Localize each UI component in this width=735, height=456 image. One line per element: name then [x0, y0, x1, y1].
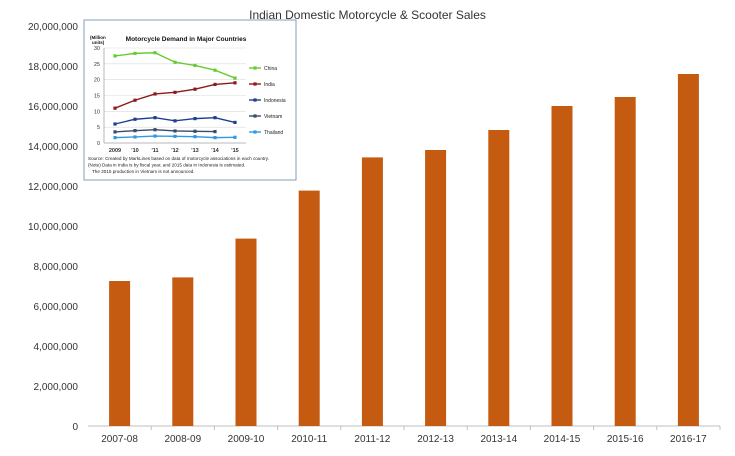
inset-y-tick-label: 5: [97, 125, 100, 131]
inset-ylabel: (Million: [90, 35, 106, 40]
y-tick-label: 4,000,000: [34, 342, 79, 353]
inset-y-tick-label: 20: [94, 78, 100, 84]
inset-marker: [193, 117, 197, 121]
inset-marker: [193, 135, 197, 139]
inset-series-line: [114, 128, 216, 133]
inset-y-tick-label: 30: [94, 46, 100, 52]
inset-marker: [193, 63, 197, 68]
bar: [425, 150, 447, 426]
y-tick-label: 8,000,000: [34, 262, 79, 273]
y-tick-label: 12,000,000: [28, 182, 78, 193]
y-tick-label: 14,000,000: [28, 142, 78, 153]
inset-marker: [113, 54, 117, 58]
inset-marker: [153, 92, 157, 96]
inset-title: Motorcycle Demand in Major Countries: [126, 36, 247, 43]
bar: [551, 106, 573, 426]
inset-marker: [233, 120, 237, 125]
inset-marker: [193, 87, 197, 91]
inset-marker: [173, 134, 177, 138]
inset-legend-label: China: [264, 66, 277, 72]
inset-legend-label: Indonesia: [264, 98, 286, 104]
bar: [298, 190, 320, 426]
inset-marker: [233, 76, 237, 80]
x-tick-label: 2011-12: [354, 434, 390, 445]
inset-marker: [193, 129, 197, 133]
inset-marker: [173, 129, 177, 133]
y-tick-label: 18,000,000: [28, 62, 78, 73]
inset-legend-marker: [253, 82, 257, 86]
inset-ylabel: units): [92, 40, 105, 45]
inset-marker: [153, 128, 157, 132]
inset-marker: [173, 119, 177, 123]
inset-x-tick-label: '12: [171, 148, 178, 154]
inset-marker: [233, 81, 237, 85]
bar: [109, 281, 131, 426]
inset-note: The 2015 production in Vietnam is not an…: [92, 169, 195, 174]
x-tick-label: 2016-17: [670, 434, 707, 445]
inset-legend-marker: [253, 98, 257, 102]
inset-marker: [133, 129, 137, 133]
inset-marker: [133, 51, 137, 55]
y-tick-label: 2,000,000: [34, 382, 79, 393]
bar: [172, 277, 194, 426]
bar: [361, 157, 383, 426]
inset-x-tick-label: 2009: [109, 148, 121, 154]
chart-title: Indian Domestic Motorcycle & Scooter Sal…: [249, 8, 486, 22]
x-tick-label: 2009-10: [228, 434, 265, 445]
bar: [235, 238, 257, 426]
inset-marker: [213, 68, 217, 72]
inset-legend-marker: [253, 130, 257, 134]
y-tick-label: 0: [72, 422, 78, 433]
inset-marker: [213, 116, 217, 120]
inset-legend-label: India: [264, 82, 275, 88]
y-tick-label: 10,000,000: [28, 222, 78, 233]
inset-legend-label: Vietnam: [264, 114, 282, 120]
inset-marker: [133, 117, 137, 121]
inset-y-tick-label: 25: [94, 62, 100, 68]
inset-marker: [113, 136, 117, 140]
inset-x-tick-label: '10: [131, 148, 138, 154]
inset-marker: [153, 51, 157, 55]
y-tick-label: 20,000,000: [28, 22, 78, 33]
inset-marker: [133, 98, 137, 102]
bar: [488, 130, 510, 426]
bar: [614, 97, 636, 426]
inset-marker: [213, 82, 217, 87]
x-tick-label: 2008-09: [164, 434, 201, 445]
inset-marker: [213, 136, 217, 140]
x-tick-label: 2013-14: [480, 434, 517, 445]
x-tick-label: 2015-16: [607, 434, 644, 445]
inset-marker: [173, 60, 177, 64]
inset-marker: [173, 90, 177, 94]
inset-legend-label: Thailand: [264, 130, 283, 136]
inset-marker: [113, 106, 117, 110]
inset-x-tick-label: '14: [211, 148, 219, 154]
inset-y-tick-label: 0: [97, 141, 100, 147]
inset-marker: [153, 116, 157, 120]
inset-x-tick-label: '11: [151, 148, 158, 154]
inset-marker: [213, 130, 217, 134]
inset-x-tick-label: '15: [231, 148, 238, 154]
inset-x-tick-label: '13: [191, 148, 198, 154]
x-tick-label: 2014-15: [544, 434, 581, 445]
y-tick-label: 6,000,000: [34, 302, 79, 313]
inset-marker: [133, 135, 137, 139]
x-tick-label: 2007-08: [101, 434, 138, 445]
inset-note: Source: Created by MarkLines based on da…: [88, 156, 269, 161]
inset-marker: [113, 122, 117, 126]
inset-y-tick-label: 15: [94, 94, 100, 100]
inset-legend-marker: [253, 114, 257, 118]
x-tick-label: 2010-11: [291, 434, 327, 445]
x-tick-label: 2012-13: [417, 434, 454, 445]
inset-marker: [113, 130, 117, 134]
inset-marker: [153, 134, 157, 138]
inset-legend-marker: [253, 66, 257, 70]
inset-marker: [233, 135, 237, 139]
bar: [677, 74, 699, 426]
y-tick-label: 16,000,000: [28, 102, 78, 113]
inset-note: (Note) Data in India is by fiscal year, …: [88, 163, 245, 168]
inset-y-tick-label: 10: [94, 109, 100, 115]
